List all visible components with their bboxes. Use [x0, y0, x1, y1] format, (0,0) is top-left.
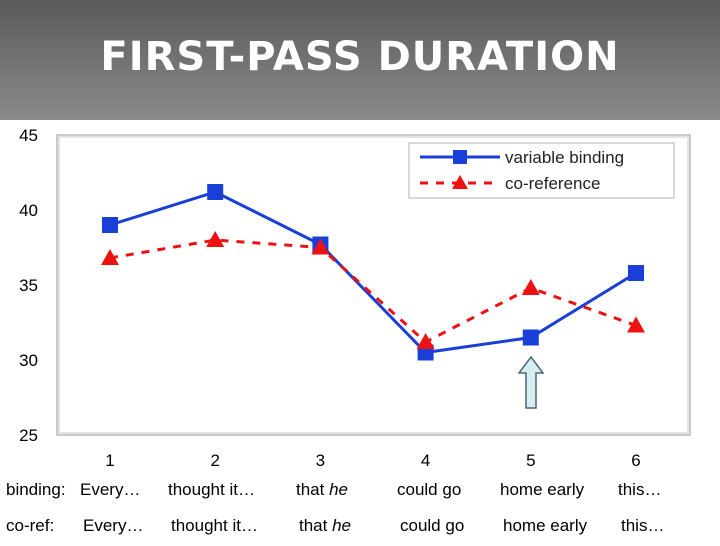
- legend-label: variable binding: [505, 148, 624, 167]
- row-label: co-ref:: [6, 516, 55, 535]
- data-point-square: [102, 217, 118, 233]
- data-point-triangle: [101, 249, 119, 265]
- x-tick-label: 2: [210, 451, 219, 470]
- row-cell: that he: [296, 480, 349, 499]
- chart-area: 25 30 35 40 45 1 2 3 4 5 6 variable binding co-refer…: [0, 120, 720, 475]
- legend-label: co-reference: [505, 174, 600, 193]
- binding-row: binding: Every… thought it… that he coul…: [0, 480, 720, 510]
- coref-row: co-ref: Every… thought it… that he could…: [0, 516, 720, 546]
- x-tick-label: 5: [526, 451, 535, 470]
- row-cell: could go: [397, 480, 462, 499]
- row-cell: Every…: [80, 480, 141, 499]
- data-point-triangle: [521, 279, 540, 295]
- y-tick-label: 25: [19, 426, 38, 445]
- row-cell: thought it…: [171, 516, 258, 535]
- y-tick-label: 30: [19, 351, 38, 370]
- y-tick-label: 45: [19, 126, 38, 145]
- series-line: [109, 190, 637, 355]
- title-bar: FIRST-PASS DURATION: [0, 0, 720, 120]
- x-tick-label: 6: [631, 451, 640, 470]
- row-cell: home early: [503, 516, 588, 535]
- data-point-square: [522, 329, 539, 346]
- data-point-triangle: [311, 238, 330, 255]
- row-cell: could go: [400, 516, 465, 535]
- row-cell: home early: [500, 480, 585, 499]
- x-tick-label: 4: [421, 451, 430, 470]
- data-point-triangle: [206, 231, 225, 247]
- pronoun: he: [329, 480, 349, 499]
- data-point-triangle: [416, 333, 435, 349]
- row-label: binding:: [6, 480, 66, 499]
- row-cell: that he: [299, 516, 352, 535]
- legend-marker-triangle: [452, 175, 468, 189]
- x-tick-label: 1: [105, 451, 114, 470]
- data-point-square: [207, 184, 224, 200]
- y-tick-label: 40: [19, 201, 38, 220]
- pronoun: he: [332, 516, 352, 535]
- slide-title: FIRST-PASS DURATION: [100, 34, 620, 80]
- row-cell: Every…: [83, 516, 144, 535]
- data-point-square: [628, 265, 644, 281]
- y-tick-label: 35: [19, 276, 38, 295]
- row-cell: this…: [621, 516, 665, 535]
- row-cell: thought it…: [168, 480, 255, 499]
- x-tick-label: 3: [316, 451, 325, 470]
- plot-frame: [58, 136, 689, 434]
- up-arrow-icon: [518, 356, 544, 409]
- data-point-triangle: [627, 316, 645, 333]
- row-cell: this…: [618, 480, 662, 499]
- legend-marker-square: [453, 150, 467, 164]
